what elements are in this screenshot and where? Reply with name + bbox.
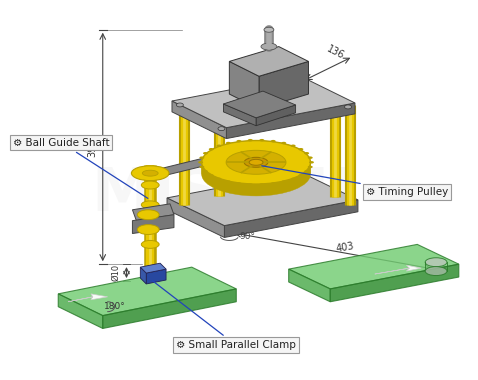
Ellipse shape bbox=[141, 181, 159, 189]
Ellipse shape bbox=[137, 225, 159, 234]
Ellipse shape bbox=[244, 157, 268, 167]
Ellipse shape bbox=[202, 146, 310, 190]
Ellipse shape bbox=[298, 148, 304, 150]
Polygon shape bbox=[141, 267, 146, 284]
Polygon shape bbox=[256, 105, 295, 126]
Ellipse shape bbox=[198, 161, 203, 163]
Ellipse shape bbox=[131, 166, 169, 180]
Ellipse shape bbox=[237, 140, 241, 142]
Text: ⚙ Ball Guide Shaft: ⚙ Ball Guide Shaft bbox=[13, 138, 148, 198]
Ellipse shape bbox=[291, 177, 295, 180]
Ellipse shape bbox=[141, 221, 159, 229]
Ellipse shape bbox=[202, 141, 310, 184]
Ellipse shape bbox=[270, 79, 276, 83]
Ellipse shape bbox=[309, 161, 314, 163]
Text: ⚙ Small Parallel Clamp: ⚙ Small Parallel Clamp bbox=[152, 281, 296, 350]
Ellipse shape bbox=[199, 157, 205, 159]
Ellipse shape bbox=[281, 180, 286, 183]
Ellipse shape bbox=[217, 144, 221, 147]
Ellipse shape bbox=[249, 159, 263, 165]
Polygon shape bbox=[141, 263, 166, 273]
Ellipse shape bbox=[248, 183, 253, 186]
Ellipse shape bbox=[298, 174, 304, 177]
Ellipse shape bbox=[425, 267, 447, 276]
Text: 90°: 90° bbox=[239, 232, 255, 241]
Text: ⚙ Timing Pulley: ⚙ Timing Pulley bbox=[262, 166, 448, 197]
Polygon shape bbox=[132, 215, 174, 234]
Ellipse shape bbox=[209, 148, 214, 150]
Polygon shape bbox=[289, 244, 459, 289]
Polygon shape bbox=[375, 265, 421, 274]
Ellipse shape bbox=[217, 177, 221, 180]
Ellipse shape bbox=[425, 258, 447, 267]
Polygon shape bbox=[158, 157, 206, 177]
Text: Ø10: Ø10 bbox=[111, 263, 120, 281]
Text: MISUMI: MISUMI bbox=[91, 165, 352, 225]
Ellipse shape bbox=[202, 149, 310, 192]
Polygon shape bbox=[167, 198, 224, 238]
Polygon shape bbox=[227, 103, 355, 139]
Polygon shape bbox=[172, 101, 227, 139]
Ellipse shape bbox=[308, 166, 313, 168]
Ellipse shape bbox=[261, 43, 277, 50]
Ellipse shape bbox=[202, 150, 310, 194]
Ellipse shape bbox=[237, 182, 241, 185]
Ellipse shape bbox=[202, 142, 310, 186]
Ellipse shape bbox=[226, 180, 231, 183]
Text: 403: 403 bbox=[335, 241, 355, 254]
Polygon shape bbox=[103, 289, 236, 328]
Ellipse shape bbox=[142, 170, 158, 176]
Ellipse shape bbox=[226, 142, 231, 144]
Polygon shape bbox=[68, 294, 108, 302]
Ellipse shape bbox=[202, 152, 310, 196]
Ellipse shape bbox=[271, 140, 276, 142]
Ellipse shape bbox=[308, 157, 313, 159]
Polygon shape bbox=[132, 204, 174, 221]
Polygon shape bbox=[146, 269, 166, 284]
Ellipse shape bbox=[209, 174, 214, 177]
Ellipse shape bbox=[137, 210, 159, 220]
Ellipse shape bbox=[345, 105, 351, 109]
Ellipse shape bbox=[226, 150, 286, 174]
Text: 180°: 180° bbox=[104, 302, 126, 311]
Ellipse shape bbox=[248, 139, 253, 141]
Ellipse shape bbox=[203, 170, 208, 173]
Ellipse shape bbox=[176, 103, 184, 107]
Ellipse shape bbox=[203, 152, 208, 155]
Ellipse shape bbox=[271, 182, 276, 185]
Ellipse shape bbox=[304, 152, 309, 155]
Polygon shape bbox=[58, 267, 236, 316]
Polygon shape bbox=[58, 294, 103, 328]
Ellipse shape bbox=[260, 139, 264, 141]
Polygon shape bbox=[229, 62, 259, 109]
Ellipse shape bbox=[141, 201, 159, 209]
Polygon shape bbox=[259, 62, 308, 109]
Ellipse shape bbox=[202, 144, 310, 188]
Polygon shape bbox=[289, 269, 330, 302]
Ellipse shape bbox=[199, 166, 205, 168]
Text: 136: 136 bbox=[325, 44, 346, 62]
Ellipse shape bbox=[202, 141, 310, 184]
Ellipse shape bbox=[264, 27, 274, 32]
Ellipse shape bbox=[304, 170, 309, 173]
Polygon shape bbox=[229, 47, 308, 76]
Ellipse shape bbox=[281, 142, 286, 144]
Polygon shape bbox=[223, 104, 256, 126]
Polygon shape bbox=[223, 91, 295, 118]
Polygon shape bbox=[172, 76, 355, 128]
Text: 398: 398 bbox=[87, 138, 97, 157]
Ellipse shape bbox=[218, 127, 225, 131]
Polygon shape bbox=[330, 264, 459, 302]
Ellipse shape bbox=[141, 241, 159, 249]
Ellipse shape bbox=[291, 144, 295, 147]
Polygon shape bbox=[167, 172, 358, 226]
Ellipse shape bbox=[260, 183, 264, 186]
Polygon shape bbox=[224, 200, 358, 238]
